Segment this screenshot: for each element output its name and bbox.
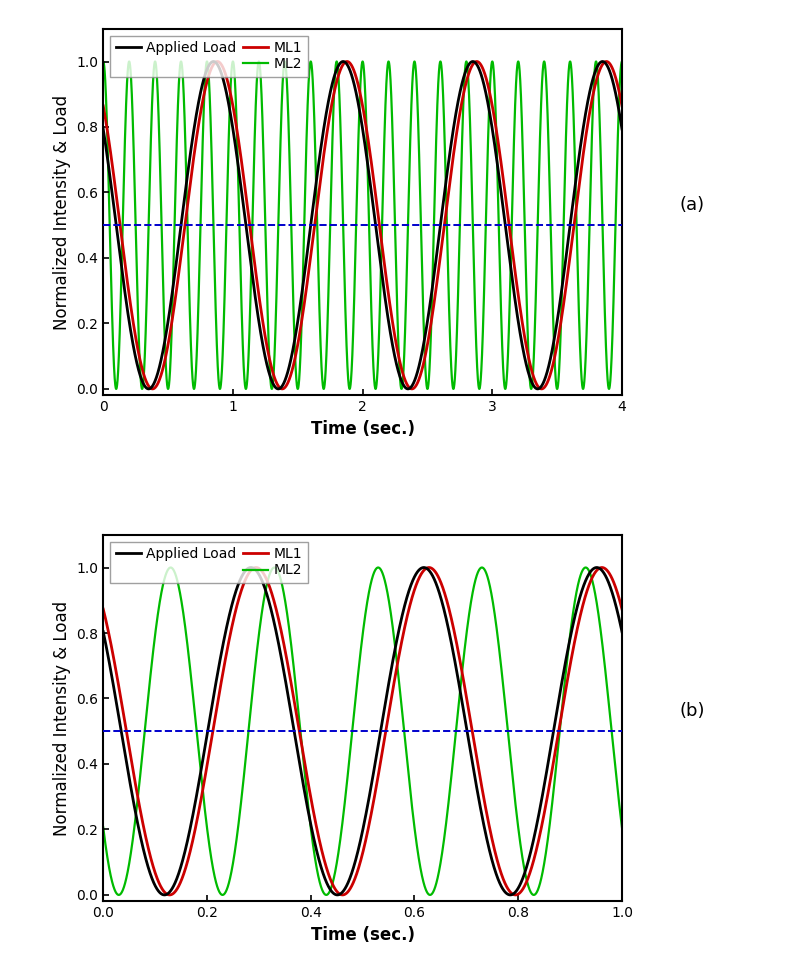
X-axis label: Time (sec.): Time (sec.) <box>310 925 414 944</box>
ML1 <box>125 742 134 754</box>
ML2 <box>111 384 121 395</box>
ML2 <box>511 799 520 810</box>
ML1 <box>617 100 626 111</box>
ML2 <box>406 135 415 147</box>
Applied Load <box>598 56 607 67</box>
Line: ML2: ML2 <box>103 568 622 895</box>
Legend: Applied Load, , ML1, ML2: Applied Load, , ML1, ML2 <box>110 542 308 583</box>
Applied Load <box>125 773 134 784</box>
ML1 <box>617 603 626 615</box>
Applied Load <box>287 353 296 364</box>
Applied Load <box>125 316 134 328</box>
Line: Applied Load: Applied Load <box>103 61 622 389</box>
Line: ML1: ML1 <box>103 568 622 895</box>
ML2 <box>287 639 296 650</box>
Applied Load <box>160 889 169 901</box>
ML2 <box>581 562 591 573</box>
ML2 <box>406 784 415 796</box>
Text: (a): (a) <box>680 196 704 214</box>
Y-axis label: Normalized Intensity & Load: Normalized Intensity & Load <box>53 95 71 330</box>
ML1 <box>511 889 520 901</box>
Line: ML1: ML1 <box>103 61 622 389</box>
Applied Load <box>144 384 153 395</box>
ML2 <box>428 261 437 272</box>
Applied Load <box>98 626 108 638</box>
ML1 <box>511 269 520 281</box>
ML1 <box>98 603 108 615</box>
Applied Load <box>428 278 437 290</box>
Applied Load <box>484 838 493 850</box>
ML2 <box>114 889 124 901</box>
ML2 <box>617 822 626 833</box>
ML2 <box>483 573 492 584</box>
ML1 <box>602 56 611 67</box>
ML1 <box>98 100 108 111</box>
ML1 <box>148 384 157 395</box>
Applied Load <box>246 562 256 573</box>
Applied Load <box>617 124 626 135</box>
Applied Load <box>428 571 437 582</box>
ML2 <box>483 141 492 152</box>
ML1 <box>287 368 296 380</box>
ML1 <box>483 79 492 90</box>
ML1 <box>287 678 296 690</box>
ML1 <box>428 306 437 317</box>
Applied Load <box>406 581 415 593</box>
Legend: Applied Load, , ML1, ML2: Applied Load, , ML1, ML2 <box>110 35 308 77</box>
Applied Load <box>483 97 492 108</box>
X-axis label: Time (sec.): Time (sec.) <box>310 420 414 438</box>
ML2 <box>428 887 437 899</box>
ML2 <box>125 56 134 67</box>
ML1 <box>428 564 437 575</box>
Applied Load <box>287 708 296 719</box>
Line: Applied Load: Applied Load <box>103 568 622 895</box>
ML2 <box>98 56 108 67</box>
Applied Load <box>617 626 626 638</box>
ML2 <box>125 856 134 868</box>
Text: (b): (b) <box>680 702 705 720</box>
Y-axis label: Normalized Intensity & Load: Normalized Intensity & Load <box>53 600 71 835</box>
ML1 <box>125 291 134 302</box>
ML1 <box>406 383 415 394</box>
ML1 <box>484 814 493 826</box>
ML1 <box>406 598 415 610</box>
Applied Load <box>98 124 108 135</box>
Line: ML2: ML2 <box>103 61 622 389</box>
ML1 <box>252 562 261 573</box>
ML2 <box>98 822 108 833</box>
Applied Load <box>511 297 520 309</box>
Applied Load <box>406 383 415 394</box>
ML2 <box>287 213 296 224</box>
ML2 <box>617 56 626 67</box>
Applied Load <box>511 886 520 898</box>
ML1 <box>165 889 175 901</box>
ML2 <box>511 89 520 101</box>
